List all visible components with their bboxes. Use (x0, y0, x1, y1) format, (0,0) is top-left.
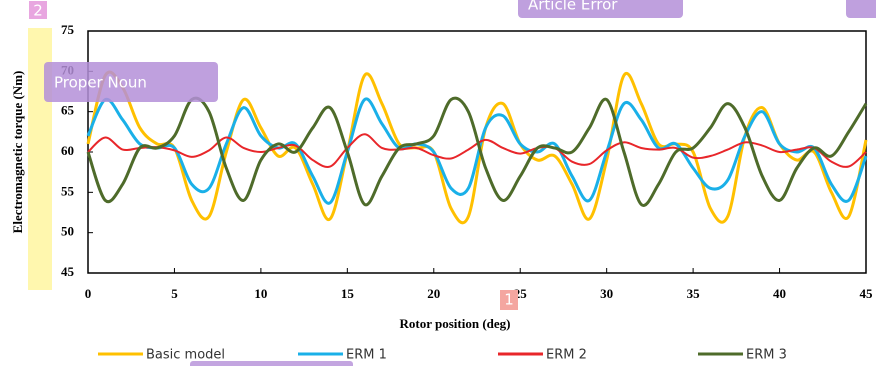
legend-label: Basic model (146, 348, 225, 363)
legend-label: ERM 1 (346, 348, 387, 363)
annotation-marker[interactable] (29, 1, 47, 19)
x-tick-label: 20 (427, 286, 440, 301)
x-tick-label: 40 (773, 286, 786, 301)
y-tick-label: 50 (61, 224, 74, 239)
annotation-marker[interactable] (500, 290, 518, 310)
y-tick-label: 60 (61, 143, 74, 158)
x-tick-label: 30 (600, 286, 613, 301)
legend-label: ERM 2 (546, 348, 587, 363)
annotation-box[interactable] (190, 361, 353, 366)
legend-label: ERM 3 (746, 348, 787, 363)
annotation-box[interactable] (44, 62, 218, 102)
y-tick-label: 45 (61, 264, 75, 279)
y-tick-label: 75 (61, 22, 75, 37)
annotation-box[interactable] (846, 0, 876, 18)
annotation-label[interactable]: Proper Noun (54, 74, 147, 92)
series-line (86, 70, 868, 225)
x-tick-label: 10 (254, 286, 267, 301)
x-tick-label: 35 (687, 286, 701, 301)
series-line (86, 96, 868, 207)
x-tick-label: 15 (341, 286, 355, 301)
annotation-number[interactable]: 2 (33, 2, 43, 20)
x-tick-label: 5 (171, 286, 178, 301)
x-tick-label: 45 (860, 286, 874, 301)
annotation-label[interactable]: Article Error (528, 0, 618, 14)
x-tick-label: 0 (85, 286, 92, 301)
series-line (86, 97, 868, 205)
plot: 45505560657075051015202530354045 (61, 22, 873, 301)
annotation-number[interactable]: 1 (504, 291, 514, 309)
y-axis-label: Electromagnetic torque (Nm) (10, 71, 25, 234)
y-tick-label: 65 (61, 103, 75, 118)
annotation-box[interactable] (518, 0, 683, 18)
x-axis-label: Rotor position (deg) (400, 316, 511, 331)
y-tick-label: 55 (61, 183, 75, 198)
